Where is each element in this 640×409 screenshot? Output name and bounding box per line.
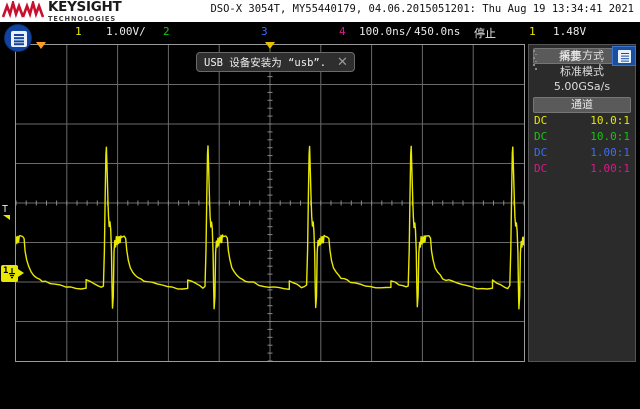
sample-rate-value: 5.00GSa/s — [553, 80, 611, 93]
plot-canvas — [16, 45, 524, 361]
sidebar-channel-row[interactable]: DC 10.0:1 — [529, 113, 635, 129]
toolbar-ch4-number[interactable]: 4 — [339, 25, 346, 38]
sidebar-channel-coupling: DC — [534, 130, 548, 143]
toolbar-trigger-source[interactable]: 1 — [529, 25, 536, 38]
brand-name: KEYSIGHT — [48, 0, 122, 15]
toolbar-ch1-scale[interactable]: 1.00V/ — [106, 25, 146, 38]
toolbar-ch1-number[interactable]: 1 — [75, 25, 82, 38]
channels-button[interactable]: 通道 — [533, 97, 631, 113]
trigger-position-marker[interactable] — [36, 42, 46, 49]
channel1-ground-marker[interactable]: 1 — [1, 265, 24, 282]
brand-subtitle: TECHNOLOGIES — [48, 14, 116, 23]
ground-symbol-icon — [9, 268, 15, 279]
sidebar-channel-ratio: 10.0:1 — [590, 114, 630, 127]
waveform-display[interactable] — [15, 44, 525, 362]
sidebar-channel-row[interactable]: DC 1.00:1 — [529, 161, 635, 177]
sidebar-channel-ratio: 10.0:1 — [590, 130, 630, 143]
acquisition-mode-value: 标准模式 — [560, 65, 604, 78]
settings-toolbar: 1 1.00V/ 2 3 4 100.0ns/ 450.0ns 停止 1 1.4… — [0, 22, 640, 61]
toolbar-trigger-level[interactable]: 1.48V — [553, 25, 587, 38]
channel1-waveform-trace — [16, 145, 524, 310]
sidebar-channel-coupling: DC — [534, 146, 548, 159]
sidebar-channel-ratio: 1.00:1 — [590, 146, 630, 159]
summary-sidebar: 摘要 采集方式 标准模式 5.00GSa/s 通道 DC 10.0:1 DC 1… — [528, 44, 636, 362]
sidebar-title: 摘要 — [559, 50, 581, 63]
graticule-grid — [16, 45, 524, 361]
brand-text: KEYSIGHT TECHNOLOGIES — [48, 0, 122, 23]
close-icon[interactable]: ✕ — [337, 54, 348, 70]
toolbar-delay[interactable]: 450.0ns — [414, 25, 461, 38]
main-menu-button[interactable] — [4, 24, 32, 52]
drag-handle-right-icon[interactable] — [599, 50, 604, 70]
brand-bar: KEYSIGHT TECHNOLOGIES DSO-X 3054T, MY554… — [0, 0, 640, 22]
sidebar-channel-ratio: 1.00:1 — [590, 162, 630, 175]
acquisition-mode-button[interactable]: 采集方式 — [533, 48, 631, 64]
toolbar-run-state[interactable]: 停止 — [474, 27, 496, 40]
trigger-reference-marker[interactable] — [265, 42, 275, 49]
keysight-logo-icon — [2, 1, 44, 19]
sidebar-channel-list: DC 10.0:1 DC 10.0:1 DC 1.00:1 DC 1.00:1 — [529, 113, 635, 177]
sidebar-channel-coupling: DC — [534, 162, 548, 175]
toolbar-ch3-number[interactable]: 3 — [261, 25, 268, 38]
toolbar-timebase[interactable]: 100.0ns/ — [359, 25, 412, 38]
ground-marker-channel-label: 1 — [3, 266, 9, 276]
device-info-text: DSO-X 3054T, MY55440179, 04.06.201505120… — [210, 3, 634, 15]
channel-status-bar: 1.95000V DC 10.0 : 1 125.00mV DC 10.0 : … — [0, 366, 640, 409]
list-icon — [618, 50, 631, 63]
toolbar-ch2-number[interactable]: 2 — [163, 25, 170, 38]
sidebar-menu-button[interactable] — [612, 46, 636, 66]
menu-icon — [11, 31, 27, 47]
sidebar-channel-row[interactable]: DC 1.00:1 — [529, 145, 635, 161]
sidebar-channel-coupling: DC — [534, 114, 548, 127]
sidebar-header: 摘要 — [529, 45, 637, 70]
drag-handle-left-icon[interactable] — [533, 50, 538, 70]
trigger-level-marker-label: T — [2, 204, 9, 215]
sidebar-channel-row[interactable]: DC 10.0:1 — [529, 129, 635, 145]
usb-notification-toast: USB 设备安装为 “usb”. ✕ — [196, 52, 355, 72]
trigger-level-marker-arrow[interactable] — [3, 215, 10, 220]
toast-message: USB 设备安装为 “usb”. — [204, 56, 327, 69]
